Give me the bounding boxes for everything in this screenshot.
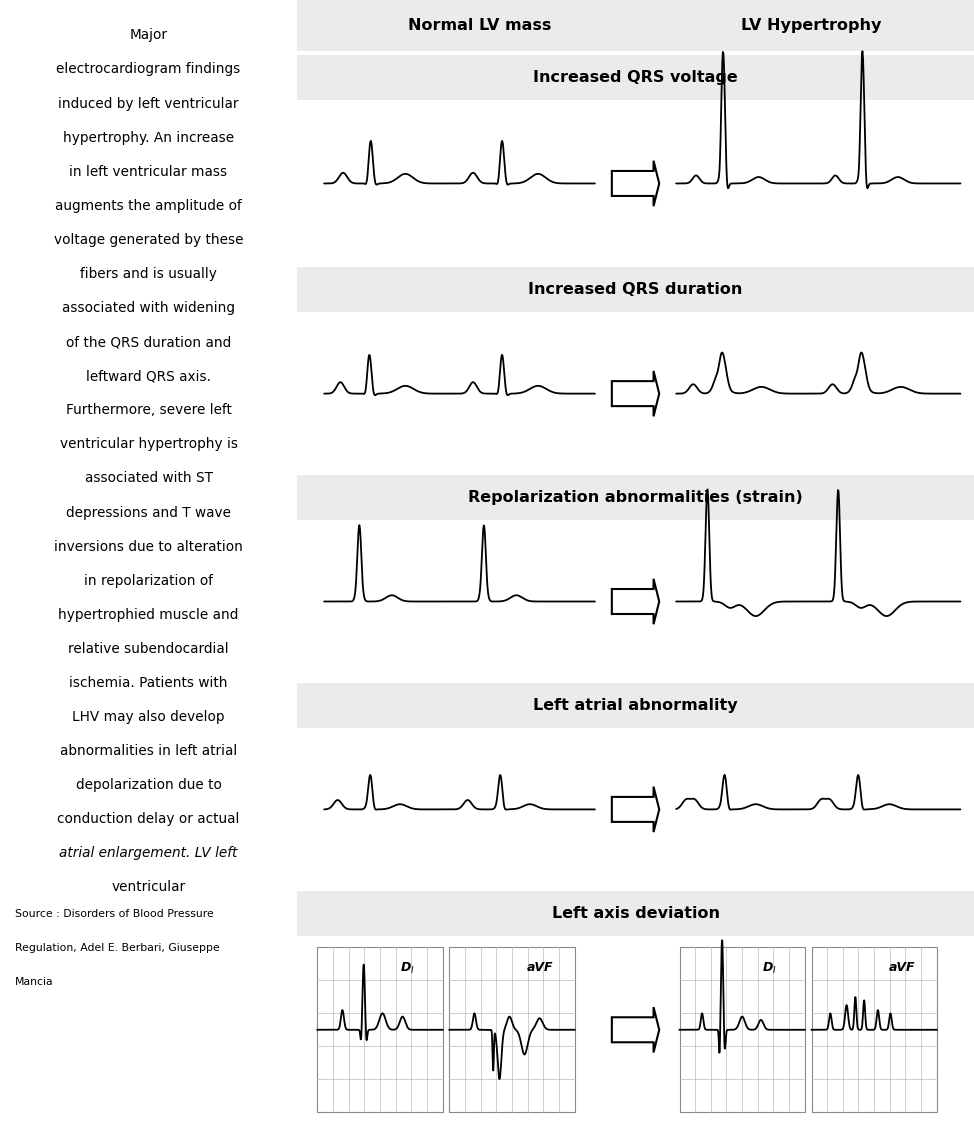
Text: abnormalities in left atrial: abnormalities in left atrial: [60, 744, 237, 758]
Text: Repolarization abnormalities (strain): Repolarization abnormalities (strain): [468, 490, 803, 506]
Polygon shape: [612, 1006, 659, 1052]
Text: of the QRS duration and: of the QRS duration and: [66, 335, 231, 349]
Text: Left atrial abnormality: Left atrial abnormality: [533, 698, 738, 713]
Text: aVF: aVF: [888, 961, 915, 974]
Bar: [297, 55, 974, 100]
Text: associated with widening: associated with widening: [62, 301, 235, 315]
Text: inversions due to alteration: inversions due to alteration: [55, 540, 243, 553]
Text: Source : Disorders of Blood Pressure: Source : Disorders of Blood Pressure: [15, 909, 213, 919]
Polygon shape: [612, 786, 659, 832]
Bar: [297, 267, 974, 312]
Bar: [297, 891, 974, 936]
Bar: [811, 947, 937, 1112]
Text: induced by left ventricular: induced by left ventricular: [58, 97, 239, 110]
Text: electrocardiogram findings: electrocardiogram findings: [56, 62, 241, 76]
Text: Mancia: Mancia: [15, 977, 54, 987]
Bar: [318, 947, 442, 1112]
Text: D$_I$: D$_I$: [763, 961, 777, 976]
Text: leftward QRS axis.: leftward QRS axis.: [86, 369, 211, 383]
Text: Left axis deviation: Left axis deviation: [551, 905, 720, 921]
Text: conduction delay or actual: conduction delay or actual: [57, 812, 240, 826]
Text: LHV may also develop: LHV may also develop: [72, 710, 225, 724]
Text: ventricular: ventricular: [111, 880, 186, 894]
Text: augments the amplitude of: augments the amplitude of: [56, 199, 242, 212]
Text: depressions and T wave: depressions and T wave: [66, 506, 231, 519]
Polygon shape: [612, 579, 659, 625]
Text: Normal LV mass: Normal LV mass: [408, 18, 551, 33]
Bar: [680, 947, 805, 1112]
Text: depolarization due to: depolarization due to: [76, 778, 221, 792]
Polygon shape: [612, 160, 659, 207]
Text: Major: Major: [130, 28, 168, 42]
Bar: [297, 0, 974, 51]
Polygon shape: [612, 370, 659, 416]
Text: ventricular hypertrophy is: ventricular hypertrophy is: [59, 437, 238, 451]
Text: Increased QRS voltage: Increased QRS voltage: [533, 69, 738, 85]
Text: fibers and is usually: fibers and is usually: [80, 267, 217, 281]
Bar: [449, 947, 575, 1112]
Text: ischemia. Patients with: ischemia. Patients with: [69, 676, 228, 690]
Text: aVF: aVF: [526, 961, 553, 974]
Text: in repolarization of: in repolarization of: [84, 574, 213, 587]
Text: atrial enlargement. LV left: atrial enlargement. LV left: [59, 846, 238, 860]
Text: Regulation, Adel E. Berbari, Giuseppe: Regulation, Adel E. Berbari, Giuseppe: [15, 943, 219, 953]
Text: voltage generated by these: voltage generated by these: [54, 233, 244, 247]
Text: relative subendocardial: relative subendocardial: [68, 642, 229, 655]
Text: in left ventricular mass: in left ventricular mass: [69, 165, 228, 178]
Text: associated with ST: associated with ST: [85, 471, 212, 485]
Bar: [297, 683, 974, 728]
Bar: [297, 475, 974, 520]
Text: LV Hypertrophy: LV Hypertrophy: [741, 18, 881, 33]
Text: Furthermore, severe left: Furthermore, severe left: [65, 403, 232, 417]
Text: hypertrophied muscle and: hypertrophied muscle and: [58, 608, 239, 621]
Text: Increased QRS duration: Increased QRS duration: [528, 282, 743, 298]
Text: hypertrophy. An increase: hypertrophy. An increase: [63, 131, 234, 144]
Text: D$_I$: D$_I$: [400, 961, 415, 976]
